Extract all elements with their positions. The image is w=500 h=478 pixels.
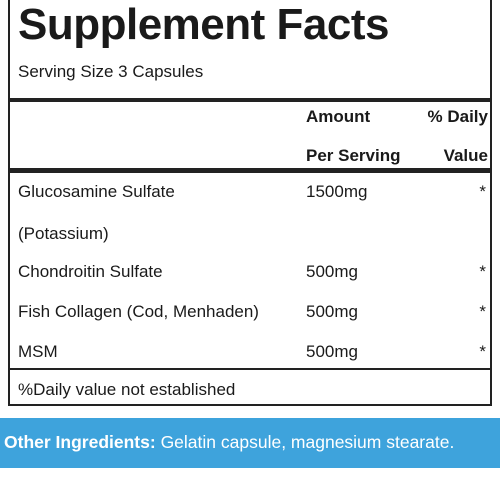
- row-amount: 500mg: [306, 342, 358, 361]
- row-name: MSM: [18, 342, 58, 361]
- row-daily: *: [479, 262, 486, 281]
- row-daily: *: [479, 182, 486, 201]
- thick-rule: [8, 98, 492, 102]
- serving-size: Serving Size 3 Capsules: [18, 62, 204, 81]
- row-amount: 1500mg: [306, 182, 368, 201]
- row-name: Glucosamine Sulfate: [18, 182, 175, 201]
- other-ingredients: Other Ingredients: Gelatin capsule, magn…: [0, 418, 500, 468]
- row-amount: 500mg: [306, 302, 358, 321]
- column-header: Value: [443, 146, 488, 165]
- other-label: Other Ingredients:: [4, 432, 156, 452]
- column-header: Amount: [306, 107, 371, 126]
- row-daily: *: [479, 342, 486, 361]
- row-daily: *: [479, 302, 486, 321]
- row-name: Fish Collagen (Cod, Menhaden): [18, 302, 259, 321]
- thick-rule: [8, 168, 492, 173]
- label-box: [8, 0, 492, 406]
- row-amount: 500mg: [306, 262, 358, 281]
- row-name: (Potassium): [18, 224, 109, 243]
- row-name: Chondroitin Sulfate: [18, 262, 163, 281]
- other-text: Gelatin capsule, magnesium stearate.: [160, 432, 455, 452]
- column-header: % Daily: [427, 107, 488, 126]
- column-header: Per Serving: [306, 146, 401, 165]
- footnote: %Daily value not established: [18, 380, 236, 399]
- title: Supplement Facts: [18, 0, 389, 49]
- thin-rule: [8, 368, 492, 370]
- other-ingredients-line: Other Ingredients: Gelatin capsule, magn…: [4, 432, 454, 453]
